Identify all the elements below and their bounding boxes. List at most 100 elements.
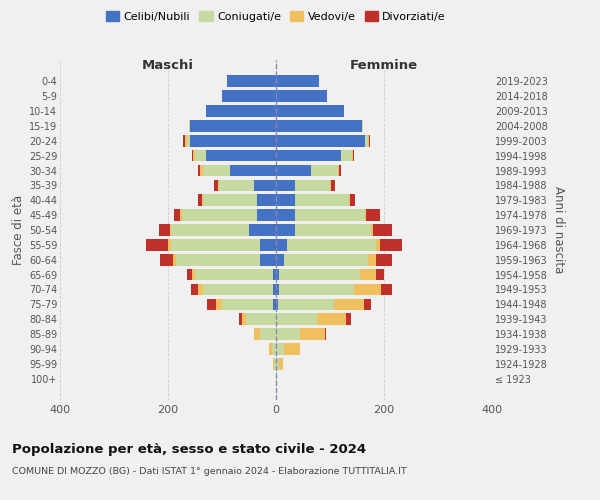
Text: COMUNE DI MOZZO (BG) - Dati ISTAT 1° gennaio 2024 - Elaborazione TUTTITALIA.IT: COMUNE DI MOZZO (BG) - Dati ISTAT 1° gen…	[12, 468, 407, 476]
Bar	[242, 314, 247, 325]
Bar	[200, 164, 203, 176]
Bar	[190, 135, 276, 146]
Bar	[276, 298, 278, 310]
Legend: Celibi/Nubili, Coniugati/e, Vedovi/e, Divorziati/e: Celibi/Nubili, Coniugati/e, Vedovi/e, Di…	[103, 8, 449, 25]
Bar	[380, 239, 402, 250]
Bar	[278, 358, 283, 370]
Bar	[365, 210, 366, 221]
Bar	[365, 135, 368, 146]
Bar	[170, 224, 171, 236]
Bar	[276, 105, 343, 117]
Bar	[160, 254, 173, 266]
Bar	[171, 239, 260, 250]
Bar	[276, 120, 362, 132]
Bar	[382, 284, 392, 296]
Bar	[376, 269, 384, 280]
Bar	[274, 269, 276, 280]
Bar	[276, 90, 328, 102]
Bar	[350, 194, 355, 206]
Bar	[276, 210, 295, 221]
Bar	[276, 76, 319, 87]
Bar	[191, 284, 198, 296]
Bar	[269, 343, 272, 355]
Bar	[220, 180, 254, 191]
Bar	[182, 135, 185, 146]
Bar	[276, 194, 295, 206]
Bar	[174, 210, 181, 221]
Bar	[295, 224, 371, 236]
Bar	[276, 314, 317, 325]
Bar	[193, 150, 195, 162]
Bar	[278, 298, 334, 310]
Bar	[173, 254, 176, 266]
Bar	[198, 194, 202, 206]
Bar	[373, 224, 392, 236]
Bar	[208, 298, 215, 310]
Bar	[366, 210, 380, 221]
Bar	[203, 284, 274, 296]
Bar	[146, 239, 168, 250]
Bar	[334, 298, 364, 310]
Bar	[274, 284, 276, 296]
Bar	[257, 194, 276, 206]
Bar	[171, 224, 249, 236]
Bar	[192, 150, 193, 162]
Bar	[341, 150, 352, 162]
Bar	[362, 120, 364, 132]
Bar	[349, 194, 350, 206]
Bar	[187, 269, 193, 280]
Bar	[325, 328, 326, 340]
Bar	[239, 314, 242, 325]
Bar	[276, 254, 284, 266]
Bar	[182, 210, 257, 221]
Bar	[188, 120, 190, 132]
Bar	[371, 224, 373, 236]
Bar	[249, 224, 276, 236]
Bar	[354, 284, 382, 296]
Bar	[276, 269, 278, 280]
Bar	[206, 105, 276, 117]
Bar	[287, 239, 376, 250]
Bar	[181, 210, 182, 221]
Bar	[353, 150, 354, 162]
Bar	[311, 164, 338, 176]
Bar	[254, 328, 260, 340]
Bar	[284, 254, 368, 266]
Bar	[276, 358, 278, 370]
Text: Maschi: Maschi	[142, 60, 194, 72]
Bar	[247, 314, 276, 325]
Bar	[227, 76, 276, 87]
Bar	[198, 284, 203, 296]
Bar	[295, 180, 330, 191]
Bar	[274, 358, 276, 370]
Bar	[214, 180, 218, 191]
Bar	[369, 135, 370, 146]
Bar	[368, 254, 376, 266]
Y-axis label: Anni di nascita: Anni di nascita	[552, 186, 565, 274]
Bar	[195, 150, 206, 162]
Bar	[260, 254, 276, 266]
Bar	[276, 135, 365, 146]
Bar	[222, 90, 276, 102]
Bar	[276, 180, 295, 191]
Bar	[168, 239, 171, 250]
Bar	[260, 328, 276, 340]
Bar	[187, 135, 190, 146]
Bar	[295, 194, 349, 206]
Bar	[352, 150, 353, 162]
Bar	[276, 164, 311, 176]
Y-axis label: Fasce di età: Fasce di età	[11, 195, 25, 265]
Bar	[222, 298, 274, 310]
Bar	[317, 314, 346, 325]
Bar	[301, 328, 325, 340]
Bar	[368, 135, 369, 146]
Bar	[272, 343, 276, 355]
Bar	[195, 269, 274, 280]
Bar	[202, 194, 203, 206]
Bar	[215, 298, 222, 310]
Bar	[198, 164, 200, 176]
Bar	[360, 269, 376, 280]
Bar	[260, 239, 276, 250]
Bar	[176, 254, 260, 266]
Bar	[203, 194, 257, 206]
